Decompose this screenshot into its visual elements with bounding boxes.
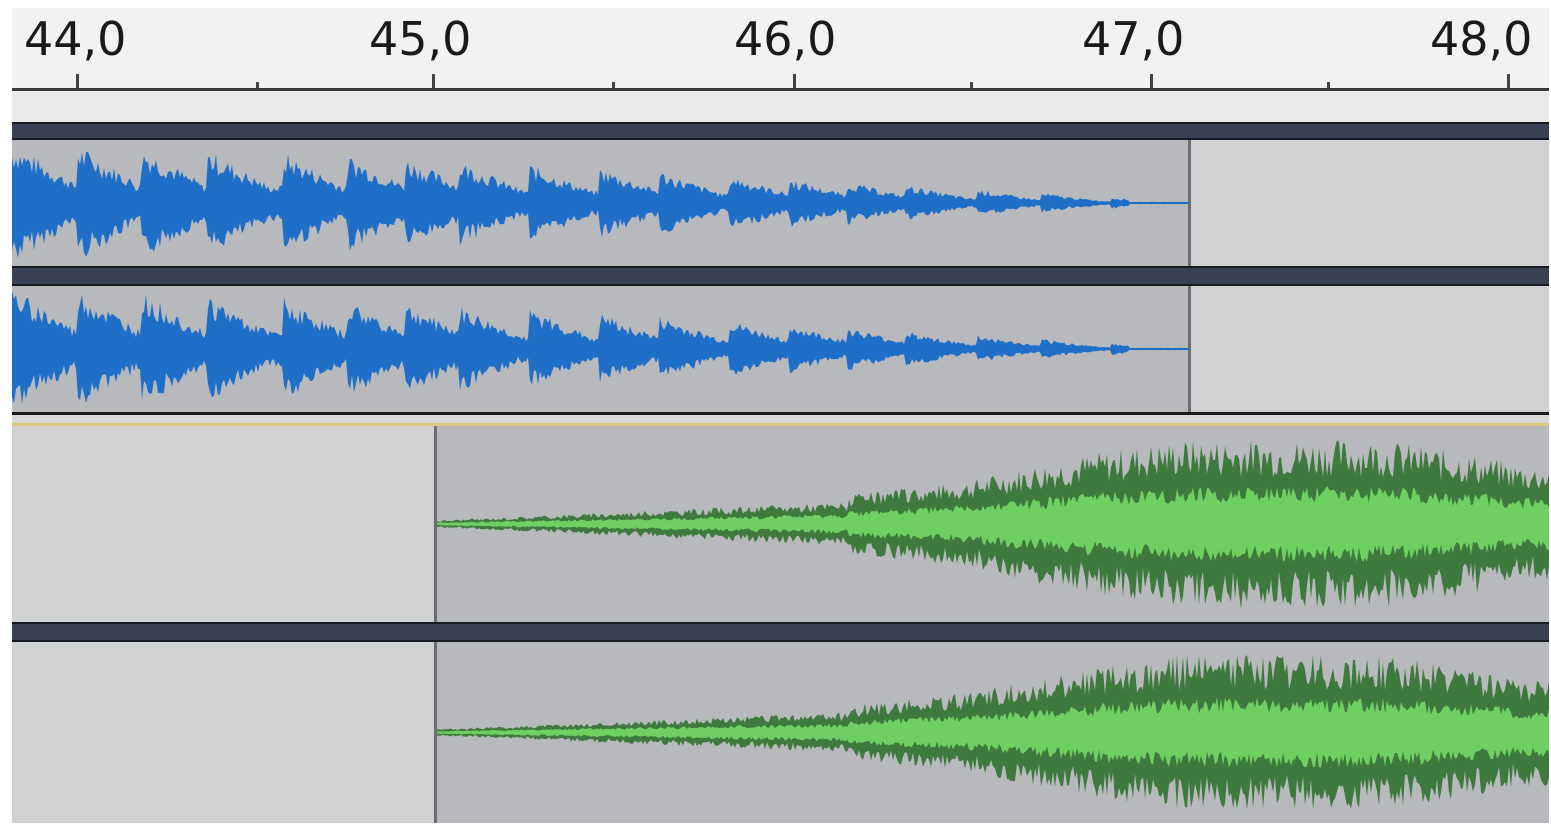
- track2-channel-right[interactable]: [12, 642, 1549, 823]
- ruler-major-tick: [76, 74, 79, 90]
- ruler-major-tick: [432, 74, 435, 90]
- track2-clip-start-edge[interactable]: [434, 426, 437, 622]
- ruler-minor-tick: [612, 82, 615, 88]
- ruler-label-44: 44,0: [24, 12, 127, 66]
- audio-editor: 44,0 45,0 46,0 47,0 48,0: [12, 8, 1549, 823]
- timeline-ruler[interactable]: 44,0 45,0 46,0 47,0 48,0: [12, 8, 1549, 92]
- cursor-line: [12, 423, 1549, 426]
- ruler-minor-tick: [970, 82, 973, 88]
- ruler-gap: [12, 92, 1549, 122]
- track1-channel-right[interactable]: [12, 286, 1549, 412]
- track1-left-waveform: [12, 151, 1188, 258]
- ruler-label-48: 48,0: [1430, 12, 1533, 66]
- ruler-label-45: 45,0: [369, 12, 472, 66]
- track1-channel-left[interactable]: [12, 140, 1549, 266]
- track1-clip-header[interactable]: [12, 122, 1549, 140]
- waveform-shape: [12, 151, 1188, 258]
- ruler-label-47: 47,0: [1082, 12, 1185, 66]
- ruler-major-tick: [793, 74, 796, 90]
- ruler-minor-tick: [256, 82, 259, 88]
- track2-channel-left[interactable]: [12, 426, 1549, 622]
- track-divider: [12, 412, 1549, 415]
- ruler-minor-tick: [1327, 82, 1330, 88]
- track1-channel-separator: [12, 266, 1549, 286]
- ruler-label-46: 46,0: [734, 12, 837, 66]
- ruler-baseline: [12, 88, 1549, 91]
- ruler-major-tick: [1150, 74, 1153, 90]
- waveform-shape: [12, 290, 1188, 404]
- track2-left-waveform: [437, 440, 1549, 609]
- track-gap: [12, 415, 1549, 423]
- track1-right-waveform: [12, 290, 1188, 404]
- track1-clip-end-edge[interactable]: [1188, 140, 1191, 266]
- track1-clip-end-edge[interactable]: [1188, 286, 1191, 412]
- track2-channel-separator: [12, 622, 1549, 642]
- track2-right-waveform: [437, 654, 1549, 810]
- ruler-major-tick: [1507, 74, 1510, 90]
- track2-clip-start-edge[interactable]: [434, 642, 437, 823]
